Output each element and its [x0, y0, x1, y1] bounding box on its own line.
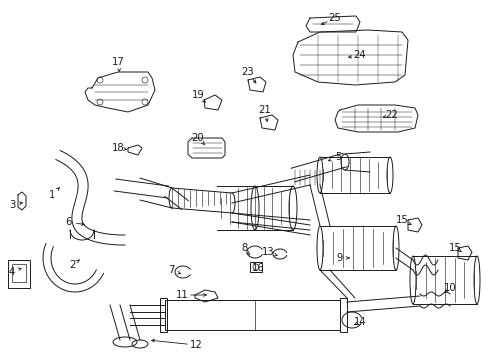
Text: 16: 16	[251, 263, 264, 273]
Text: 11: 11	[175, 290, 188, 300]
Text: 21: 21	[258, 105, 271, 115]
Bar	[339, 298, 346, 332]
Text: 18: 18	[111, 143, 124, 153]
Bar	[8, 260, 30, 288]
Text: 24: 24	[353, 50, 366, 60]
Text: 3: 3	[9, 200, 15, 210]
Text: 5: 5	[334, 152, 341, 162]
Text: 8: 8	[241, 243, 246, 253]
Text: 1: 1	[49, 190, 55, 200]
Text: 23: 23	[241, 67, 254, 77]
Text: 15: 15	[395, 215, 407, 225]
Text: 15: 15	[447, 243, 461, 253]
Text: 25: 25	[328, 13, 341, 23]
Text: 20: 20	[191, 133, 204, 143]
Text: 4: 4	[9, 267, 15, 277]
Text: 13: 13	[261, 247, 274, 257]
Text: 9: 9	[336, 253, 343, 263]
Bar	[249, 262, 262, 272]
Text: 12: 12	[189, 340, 202, 350]
Bar	[12, 264, 26, 282]
Text: 14: 14	[353, 317, 366, 327]
Bar	[160, 298, 167, 332]
Bar	[164, 300, 339, 330]
Text: 10: 10	[443, 283, 455, 293]
Text: 6: 6	[65, 217, 71, 227]
Text: 7: 7	[167, 265, 174, 275]
Text: 2: 2	[69, 260, 75, 270]
Text: 17: 17	[111, 57, 124, 67]
Text: 22: 22	[385, 110, 398, 120]
Text: 19: 19	[191, 90, 204, 100]
